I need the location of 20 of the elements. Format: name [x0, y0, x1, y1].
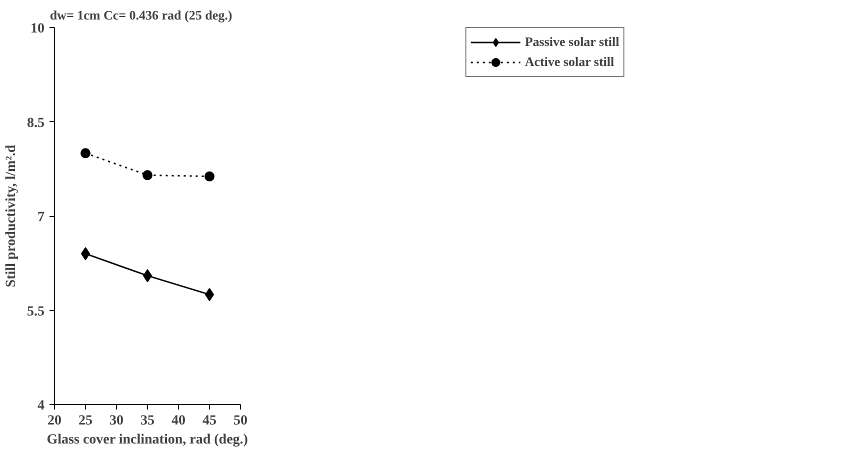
x-axis-title: Glass cover inclination, rad (deg.): [46, 432, 248, 448]
point: [80, 148, 90, 158]
y-tick-label: 10: [30, 22, 44, 36]
x-tick-label: 30: [110, 414, 124, 428]
x-tick-label: 50: [234, 414, 248, 428]
x-tick-label: 25: [78, 414, 92, 428]
x-tick-label: 45: [202, 414, 216, 428]
point: [142, 170, 152, 180]
y-tick-label: 5.5: [27, 304, 44, 320]
legend-label: Active solar still: [524, 54, 614, 70]
y-tick-label: 7: [38, 210, 44, 225]
point: [204, 171, 214, 182]
legend-label: Passive solar still: [524, 34, 620, 50]
x-tick-label: 35: [140, 414, 154, 428]
y-tick-label: 4: [38, 398, 44, 414]
chart-title: dw= 1cm Cc= 0.436 rad (25 deg.): [50, 8, 232, 22]
x-tick-label: 40: [172, 414, 186, 428]
x-tick-label: 20: [48, 414, 62, 428]
y-tick-label: 8.5: [27, 116, 44, 131]
y-axis-title: Still productivity, l/m².d: [4, 144, 19, 288]
